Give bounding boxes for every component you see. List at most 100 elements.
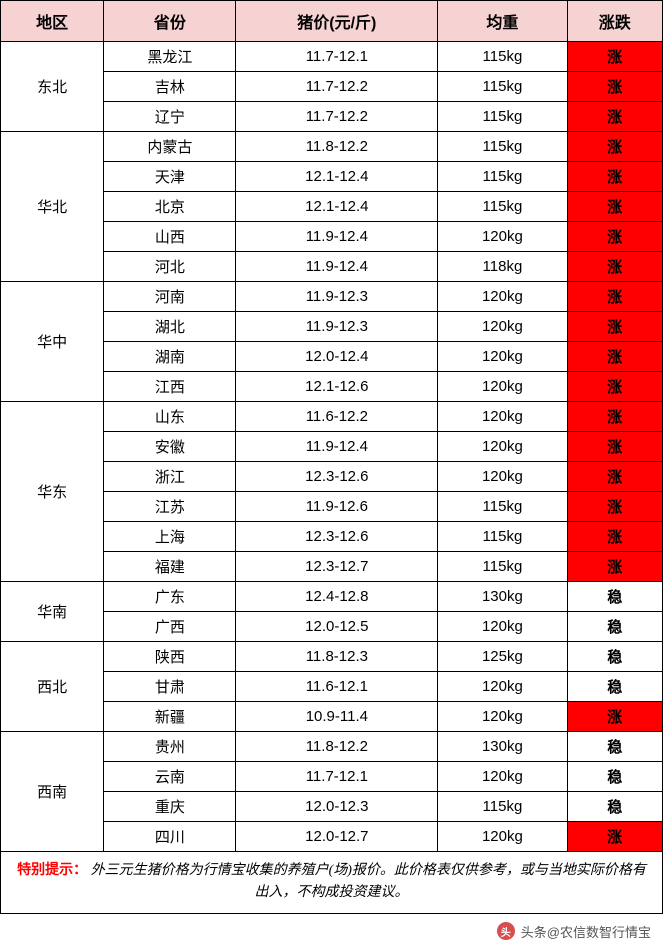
price-cell: 11.6-12.2 [236, 402, 438, 432]
table-row: 华北内蒙古11.8-12.2115kg涨 [1, 132, 663, 162]
price-cell: 11.8-12.3 [236, 642, 438, 672]
table-header-row: 地区 省份 猪价(元/斤) 均重 涨跌 [1, 1, 663, 42]
province-cell: 福建 [104, 552, 236, 582]
trend-cell: 稳 [567, 612, 662, 642]
table-row: 西南贵州11.8-12.2130kg稳 [1, 732, 663, 762]
province-cell: 山东 [104, 402, 236, 432]
weight-cell: 120kg [438, 672, 567, 702]
trend-cell: 涨 [567, 222, 662, 252]
price-cell: 12.0-12.4 [236, 342, 438, 372]
trend-cell: 涨 [567, 702, 662, 732]
trend-cell: 涨 [567, 252, 662, 282]
price-cell: 11.9-12.4 [236, 252, 438, 282]
weight-cell: 115kg [438, 102, 567, 132]
trend-cell: 稳 [567, 582, 662, 612]
footnote-label: 特别提示： [17, 863, 87, 878]
province-cell: 上海 [104, 522, 236, 552]
weight-cell: 120kg [438, 702, 567, 732]
price-cell: 12.4-12.8 [236, 582, 438, 612]
weight-cell: 120kg [438, 762, 567, 792]
trend-cell: 稳 [567, 792, 662, 822]
region-cell: 西南 [1, 732, 104, 852]
price-cell: 11.9-12.6 [236, 492, 438, 522]
region-cell: 东北 [1, 42, 104, 132]
price-cell: 11.7-12.2 [236, 72, 438, 102]
price-cell: 11.6-12.1 [236, 672, 438, 702]
weight-cell: 120kg [438, 462, 567, 492]
trend-cell: 涨 [567, 552, 662, 582]
province-cell: 北京 [104, 192, 236, 222]
region-cell: 华东 [1, 402, 104, 582]
province-cell: 新疆 [104, 702, 236, 732]
weight-cell: 120kg [438, 432, 567, 462]
province-cell: 陕西 [104, 642, 236, 672]
trend-cell: 涨 [567, 102, 662, 132]
trend-cell: 涨 [567, 312, 662, 342]
trend-cell: 稳 [567, 762, 662, 792]
trend-cell: 涨 [567, 492, 662, 522]
province-cell: 贵州 [104, 732, 236, 762]
col-trend: 涨跌 [567, 1, 662, 42]
table-row: 东北黑龙江11.7-12.1115kg涨 [1, 42, 663, 72]
table-row: 华东山东11.6-12.2120kg涨 [1, 402, 663, 432]
province-cell: 广西 [104, 612, 236, 642]
province-cell: 重庆 [104, 792, 236, 822]
price-cell: 12.3-12.6 [236, 462, 438, 492]
weight-cell: 115kg [438, 552, 567, 582]
trend-cell: 涨 [567, 522, 662, 552]
weight-cell: 115kg [438, 162, 567, 192]
weight-cell: 120kg [438, 822, 567, 852]
table-body: 东北黑龙江11.7-12.1115kg涨吉林11.7-12.2115kg涨辽宁1… [1, 42, 663, 852]
province-cell: 江西 [104, 372, 236, 402]
trend-cell: 涨 [567, 342, 662, 372]
trend-cell: 涨 [567, 192, 662, 222]
trend-cell: 涨 [567, 432, 662, 462]
weight-cell: 130kg [438, 732, 567, 762]
weight-cell: 120kg [438, 312, 567, 342]
province-cell: 四川 [104, 822, 236, 852]
province-cell: 河北 [104, 252, 236, 282]
price-cell: 12.3-12.6 [236, 522, 438, 552]
province-cell: 辽宁 [104, 102, 236, 132]
weight-cell: 115kg [438, 132, 567, 162]
price-cell: 12.0-12.3 [236, 792, 438, 822]
province-cell: 湖北 [104, 312, 236, 342]
price-cell: 12.1-12.4 [236, 192, 438, 222]
weight-cell: 115kg [438, 492, 567, 522]
weight-cell: 118kg [438, 252, 567, 282]
weight-cell: 120kg [438, 402, 567, 432]
attribution: 头 头条@农信数智行情宝 [0, 914, 663, 947]
trend-cell: 涨 [567, 282, 662, 312]
province-cell: 天津 [104, 162, 236, 192]
trend-cell: 涨 [567, 42, 662, 72]
province-cell: 甘肃 [104, 672, 236, 702]
weight-cell: 115kg [438, 72, 567, 102]
trend-cell: 涨 [567, 72, 662, 102]
province-cell: 内蒙古 [104, 132, 236, 162]
toutiao-icon: 头 [497, 922, 515, 940]
province-cell: 云南 [104, 762, 236, 792]
price-cell: 11.9-12.4 [236, 432, 438, 462]
trend-cell: 涨 [567, 132, 662, 162]
region-cell: 西北 [1, 642, 104, 732]
price-cell: 11.9-12.3 [236, 282, 438, 312]
trend-cell: 涨 [567, 372, 662, 402]
price-cell: 11.7-12.2 [236, 102, 438, 132]
weight-cell: 120kg [438, 342, 567, 372]
col-weight: 均重 [438, 1, 567, 42]
price-cell: 12.0-12.5 [236, 612, 438, 642]
price-cell: 12.0-12.7 [236, 822, 438, 852]
trend-cell: 涨 [567, 822, 662, 852]
price-cell: 12.1-12.4 [236, 162, 438, 192]
price-cell: 11.9-12.3 [236, 312, 438, 342]
price-cell: 11.9-12.4 [236, 222, 438, 252]
weight-cell: 115kg [438, 792, 567, 822]
region-cell: 华中 [1, 282, 104, 402]
footnote-row: 特别提示： 外三元生猪价格为行情宝收集的养殖户(场)报价。此价格表仅供参考，或与… [1, 852, 663, 914]
province-cell: 吉林 [104, 72, 236, 102]
province-cell: 河南 [104, 282, 236, 312]
weight-cell: 130kg [438, 582, 567, 612]
price-cell: 12.3-12.7 [236, 552, 438, 582]
table-row: 华中河南11.9-12.3120kg涨 [1, 282, 663, 312]
weight-cell: 120kg [438, 372, 567, 402]
